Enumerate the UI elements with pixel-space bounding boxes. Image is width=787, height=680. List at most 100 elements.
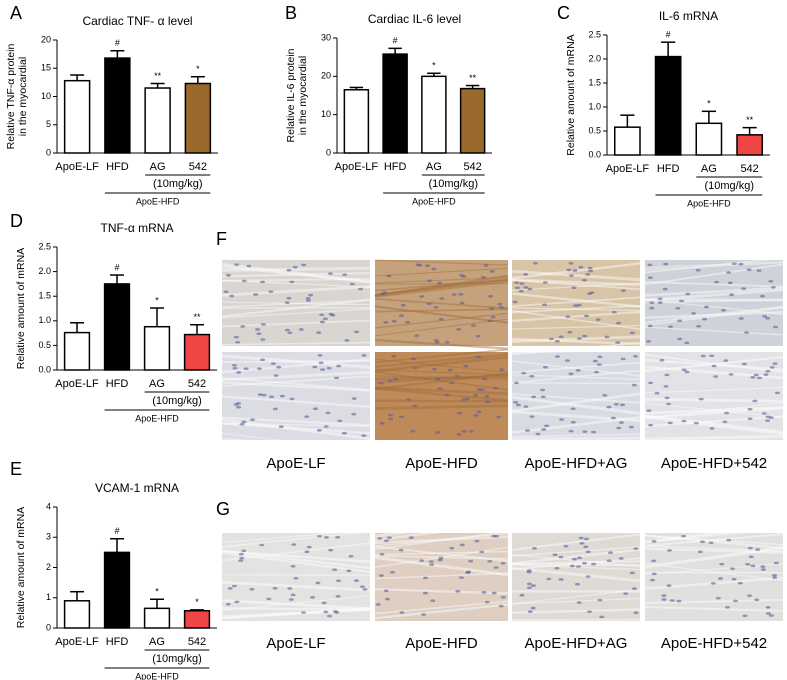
nucleus bbox=[378, 381, 384, 385]
nucleus bbox=[499, 306, 505, 309]
nucleus bbox=[463, 364, 469, 368]
y-tick-label: 15 bbox=[41, 63, 51, 73]
nucleus bbox=[531, 546, 537, 550]
nucleus bbox=[475, 334, 481, 338]
nucleus bbox=[540, 395, 546, 399]
significance-label: * bbox=[707, 99, 711, 109]
nucleus bbox=[411, 357, 417, 361]
nucleus bbox=[336, 579, 342, 583]
tissue-fiber bbox=[644, 262, 784, 271]
tissue-fiber bbox=[644, 288, 784, 302]
tissue-fiber bbox=[221, 437, 371, 450]
nucleus bbox=[454, 374, 460, 378]
nucleus bbox=[651, 572, 657, 576]
tissue-fiber bbox=[511, 608, 641, 615]
dose-label: (10mg/kg) bbox=[428, 178, 478, 190]
nucleus bbox=[288, 598, 294, 601]
nucleus bbox=[737, 581, 743, 585]
nucleus bbox=[548, 337, 554, 341]
nucleus bbox=[425, 264, 431, 267]
panel-letter: D bbox=[10, 211, 23, 231]
nucleus bbox=[684, 341, 690, 345]
nucleus bbox=[235, 340, 241, 344]
nucleus bbox=[257, 393, 263, 396]
nucleus bbox=[451, 293, 457, 296]
nucleus bbox=[398, 314, 404, 317]
tissue-fiber bbox=[374, 312, 509, 329]
nucleus bbox=[596, 363, 602, 366]
tissue-image bbox=[222, 352, 370, 440]
tissue-fiber bbox=[511, 307, 641, 312]
group-label: ApoE-HFD bbox=[135, 413, 179, 423]
tissue-fiber bbox=[644, 353, 784, 373]
nucleus bbox=[585, 273, 591, 276]
nucleus bbox=[582, 334, 588, 338]
tissue-fiber bbox=[221, 607, 371, 611]
y-tick-label: 0 bbox=[326, 147, 331, 157]
nucleus bbox=[359, 585, 365, 588]
nucleus bbox=[326, 366, 332, 370]
nucleus bbox=[241, 549, 247, 553]
nucleus bbox=[319, 313, 325, 317]
nucleus bbox=[731, 262, 737, 265]
y-tick-label: 1.0 bbox=[38, 315, 51, 325]
nucleus bbox=[260, 323, 266, 326]
tissue-fiber bbox=[644, 286, 784, 297]
bar bbox=[654, 55, 682, 156]
tissue-fiber bbox=[511, 309, 641, 330]
nucleus bbox=[256, 332, 262, 336]
significance-label: # bbox=[666, 30, 671, 40]
tissue-fiber bbox=[511, 563, 641, 567]
nucleus bbox=[468, 559, 474, 563]
nucleus bbox=[290, 593, 296, 597]
tissue-fiber bbox=[221, 595, 371, 612]
nucleus bbox=[521, 371, 527, 375]
bar bbox=[459, 87, 486, 154]
nucleus bbox=[273, 374, 279, 377]
nucleus bbox=[276, 365, 282, 369]
nucleus bbox=[648, 381, 654, 385]
nucleus bbox=[681, 368, 687, 372]
nucleus bbox=[284, 328, 290, 332]
nucleus bbox=[570, 407, 576, 411]
nucleus bbox=[428, 560, 434, 563]
nucleus bbox=[341, 431, 347, 435]
tissue-fiber bbox=[374, 530, 509, 550]
tissue-fiber bbox=[644, 355, 784, 373]
tissue-fiber bbox=[644, 563, 784, 576]
nucleus bbox=[500, 561, 506, 565]
nucleus bbox=[232, 366, 238, 370]
nucleus bbox=[700, 354, 706, 358]
tissue-fiber bbox=[221, 599, 371, 610]
tissue-fiber bbox=[511, 282, 641, 291]
nucleus bbox=[324, 536, 330, 539]
nucleus bbox=[530, 584, 536, 587]
bar bbox=[382, 53, 408, 154]
tissue-fiber bbox=[374, 338, 509, 350]
nucleus bbox=[337, 419, 343, 423]
nucleus bbox=[738, 317, 744, 320]
nucleus bbox=[649, 301, 655, 305]
tissue-fiber bbox=[644, 365, 784, 380]
nucleus bbox=[426, 279, 432, 283]
tissue-fiber bbox=[511, 588, 641, 605]
tissue-fiber bbox=[374, 532, 509, 547]
tissue-fiber bbox=[221, 301, 371, 306]
nucleus bbox=[542, 365, 548, 369]
nucleus bbox=[726, 538, 732, 542]
nucleus bbox=[426, 302, 432, 306]
nucleus bbox=[646, 409, 652, 412]
nucleus bbox=[606, 559, 612, 562]
nucleus bbox=[741, 287, 747, 290]
nucleus bbox=[648, 423, 654, 427]
nucleus bbox=[748, 555, 754, 559]
panel-letter: C bbox=[557, 3, 570, 23]
nucleus bbox=[489, 270, 495, 273]
nucleus bbox=[489, 307, 495, 310]
tissue-fiber bbox=[511, 395, 641, 415]
nucleus bbox=[728, 373, 734, 376]
nucleus bbox=[685, 292, 691, 296]
nucleus bbox=[289, 397, 295, 401]
nucleus bbox=[541, 428, 547, 431]
nucleus bbox=[479, 550, 485, 554]
